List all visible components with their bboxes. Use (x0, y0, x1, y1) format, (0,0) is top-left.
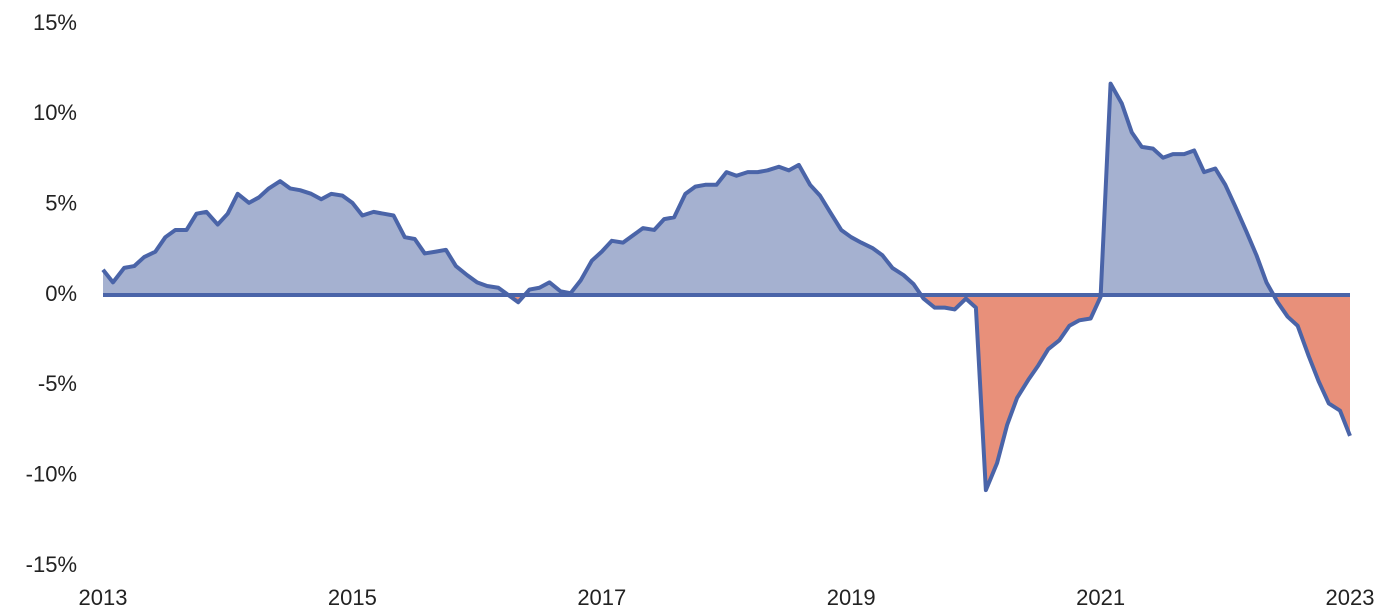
y-tick-label: 0% (45, 281, 77, 306)
positive-area (103, 83, 1350, 295)
x-tick-label: 2019 (827, 585, 876, 610)
x-tick-label: 2015 (328, 585, 377, 610)
y-tick-label: 10% (33, 100, 77, 125)
y-tick-label: -15% (26, 552, 77, 577)
x-tick-label: 2013 (79, 585, 128, 610)
x-tick-label: 2017 (577, 585, 626, 610)
y-tick-label: -5% (38, 371, 77, 396)
line (101, 81, 1352, 493)
x-tick-label: 2023 (1326, 585, 1375, 610)
y-tick-label: -10% (26, 461, 77, 486)
y-tick-label: 15% (33, 10, 77, 35)
x-tick-label: 2021 (1076, 585, 1125, 610)
negative-area (103, 295, 1350, 491)
y-tick-label: 5% (45, 190, 77, 215)
